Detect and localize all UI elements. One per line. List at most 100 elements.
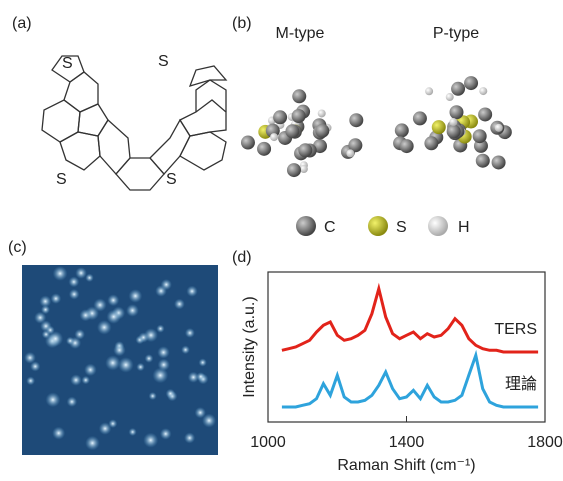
structure bbox=[42, 56, 226, 190]
stm-spot bbox=[143, 433, 158, 448]
atom bbox=[446, 93, 454, 101]
stm-spot bbox=[149, 392, 157, 400]
stm-spot bbox=[161, 279, 172, 290]
stm-spot bbox=[107, 294, 119, 306]
x-tick-label: 1400 bbox=[389, 434, 425, 451]
atom-label: S bbox=[56, 171, 67, 188]
stm-spot bbox=[26, 376, 35, 385]
stm-spot bbox=[113, 344, 125, 356]
stm-spot bbox=[199, 358, 207, 366]
stm-spot bbox=[34, 312, 46, 324]
stm-spot bbox=[202, 414, 216, 428]
atom bbox=[476, 154, 490, 168]
raman-chart: 1000 1400 1800 Raman Shift (cm⁻¹) Intensity … bbox=[241, 272, 563, 474]
atom bbox=[449, 118, 457, 126]
atom bbox=[479, 87, 487, 95]
panel-label: (b) bbox=[232, 15, 252, 32]
series-line bbox=[282, 355, 538, 407]
model-label: M-type bbox=[276, 25, 325, 42]
legend-swatch bbox=[428, 216, 448, 236]
atom bbox=[424, 136, 438, 150]
stm-spot bbox=[46, 392, 61, 407]
atom-label: S bbox=[62, 55, 73, 72]
atom bbox=[473, 129, 487, 143]
atom bbox=[292, 89, 306, 103]
atom bbox=[273, 110, 287, 124]
series-label: TERS bbox=[494, 321, 537, 338]
series-label: 理論 bbox=[505, 375, 537, 393]
atom bbox=[464, 76, 478, 90]
stm-spot bbox=[70, 374, 81, 385]
atom bbox=[318, 109, 326, 117]
atom bbox=[257, 142, 271, 156]
stm-spot bbox=[184, 432, 195, 443]
x-tick-label: 1000 bbox=[250, 434, 286, 451]
legend-label: H bbox=[458, 219, 470, 236]
atom bbox=[478, 107, 492, 121]
atom bbox=[449, 105, 463, 119]
stm-spot bbox=[196, 372, 205, 381]
panel-label: (d) bbox=[232, 249, 252, 266]
stm-spot bbox=[166, 389, 176, 399]
y-axis-label: Intensity (a.u.) bbox=[241, 296, 258, 397]
legend-swatch bbox=[296, 216, 316, 236]
plot-frame bbox=[268, 272, 545, 422]
atom bbox=[285, 124, 299, 138]
atom bbox=[447, 124, 461, 138]
atom bbox=[298, 143, 312, 157]
stm-spot bbox=[52, 427, 65, 440]
model-label: P-type bbox=[433, 25, 479, 42]
stm-spot bbox=[75, 267, 87, 279]
legend-swatch bbox=[368, 216, 388, 236]
stm-spot bbox=[158, 359, 170, 371]
legend-label: C bbox=[324, 219, 336, 236]
atom bbox=[300, 165, 308, 173]
stm-spot bbox=[69, 289, 80, 300]
stm-spot bbox=[80, 309, 92, 321]
stm-spot bbox=[84, 364, 97, 377]
atom-label: S bbox=[166, 171, 177, 188]
x-axis-label: Raman Shift (cm⁻¹) bbox=[337, 457, 475, 474]
stm-spot bbox=[105, 355, 120, 370]
panel-label: (a) bbox=[12, 15, 32, 32]
legend-label: S bbox=[396, 219, 407, 236]
stm-spot bbox=[66, 337, 74, 345]
stm-spot bbox=[156, 325, 164, 333]
stm-spot bbox=[46, 326, 55, 335]
stm-spot bbox=[107, 310, 121, 324]
atom bbox=[413, 111, 427, 125]
atom bbox=[492, 155, 506, 169]
stm-spot bbox=[181, 345, 190, 354]
atom bbox=[432, 120, 446, 134]
atom bbox=[395, 123, 409, 137]
figure: (a) (b) (c) (d) S S S S M-type P-type C … bbox=[0, 0, 563, 476]
stm-spot bbox=[186, 286, 197, 297]
stm-spot bbox=[160, 428, 172, 440]
panel-label: (c) bbox=[8, 239, 27, 256]
stm-spot bbox=[51, 293, 62, 304]
stm-spot bbox=[53, 266, 68, 281]
atom bbox=[451, 82, 465, 96]
ball-models bbox=[241, 76, 512, 177]
atom bbox=[400, 139, 414, 153]
stm-spot bbox=[174, 299, 185, 310]
stm-spot bbox=[185, 328, 195, 338]
atom bbox=[495, 124, 503, 132]
atom bbox=[241, 136, 255, 150]
stm-spot bbox=[129, 289, 143, 303]
stm-spot bbox=[68, 276, 79, 287]
stm-spot bbox=[67, 397, 77, 407]
atom bbox=[292, 109, 306, 123]
stm-spot bbox=[24, 352, 36, 364]
atom bbox=[315, 124, 329, 138]
atom bbox=[349, 113, 363, 127]
x-tick-label: 1800 bbox=[527, 434, 563, 451]
stm-spot bbox=[157, 346, 169, 358]
stm-spot bbox=[144, 328, 158, 342]
atom-label: S bbox=[158, 53, 169, 70]
stm-spot bbox=[82, 376, 91, 385]
stm-spot bbox=[108, 419, 117, 428]
atom bbox=[425, 87, 433, 95]
stm-spot bbox=[126, 304, 139, 317]
stm-spot bbox=[74, 329, 85, 340]
